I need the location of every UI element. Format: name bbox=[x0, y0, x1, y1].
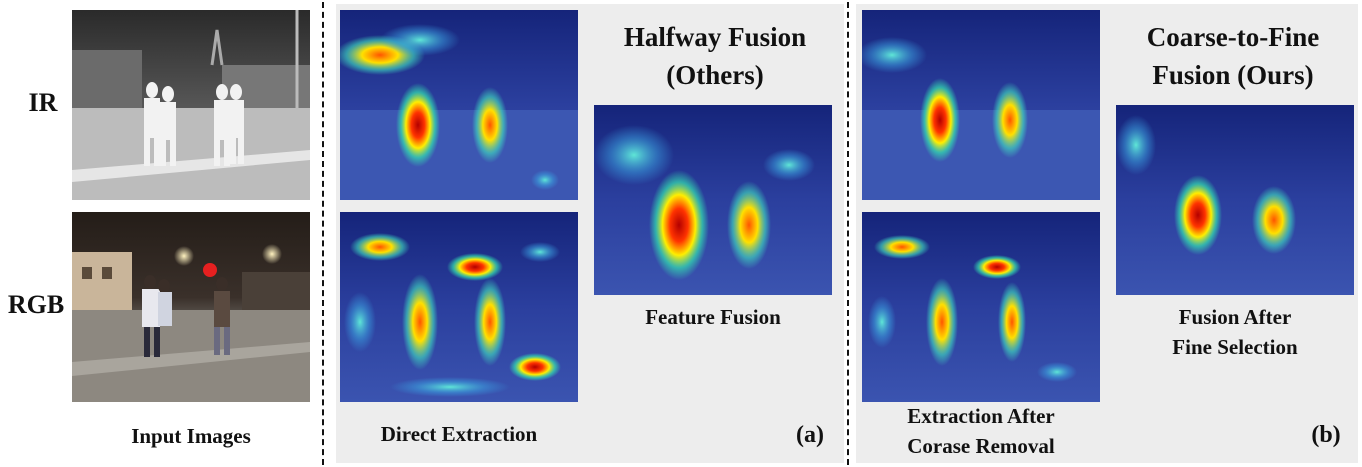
caption-extraction-line1: Extraction After bbox=[907, 404, 1055, 428]
ctf-title-line2: Fusion (Ours) bbox=[1152, 60, 1314, 90]
halfway-title-line1: Halfway Fusion bbox=[623, 22, 807, 52]
heatmap-feature-fusion bbox=[594, 105, 832, 295]
caption-input-images: Input Images bbox=[131, 424, 251, 448]
rgb-image bbox=[72, 212, 310, 402]
ir-image bbox=[72, 10, 310, 200]
caption-feature-fusion: Feature Fusion bbox=[645, 305, 781, 329]
tag-b: (b) bbox=[1311, 422, 1341, 448]
caption-fusion-fine-line2: Fine Selection bbox=[1172, 335, 1298, 359]
caption-direct-extraction: Direct Extraction bbox=[380, 422, 538, 446]
caption-fusion-fine-line1: Fusion After bbox=[1178, 305, 1292, 329]
ctf-title-line1: Coarse-to-Fine bbox=[1146, 22, 1320, 52]
heatmap-rgb-direct bbox=[340, 212, 578, 402]
caption-extraction-line2: Corase Removal bbox=[907, 434, 1055, 458]
tag-a: (a) bbox=[796, 422, 824, 448]
halfway-title-line2: (Others) bbox=[666, 60, 764, 90]
separator-1 bbox=[322, 2, 324, 465]
ir-label: IR bbox=[28, 88, 58, 117]
heatmap-fine-selection bbox=[1116, 105, 1354, 295]
heatmap-rgb-ours bbox=[862, 212, 1100, 402]
heatmap-ir-ours bbox=[862, 10, 1100, 200]
separator-2 bbox=[847, 2, 849, 465]
heatmap-ir-direct bbox=[340, 10, 578, 200]
rgb-label: RGB bbox=[7, 290, 65, 319]
